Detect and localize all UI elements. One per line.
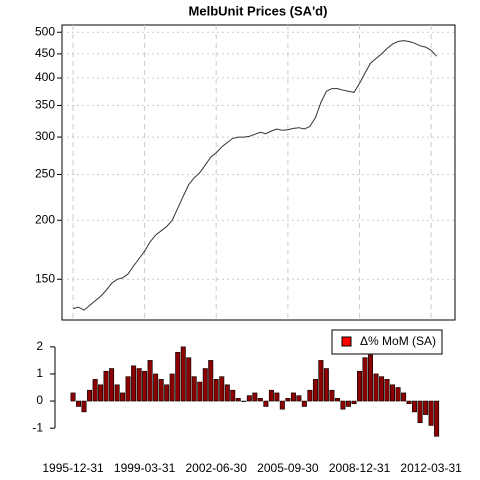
x-tick-label: 2002-06-30 (186, 461, 248, 475)
bar (208, 360, 214, 402)
chart-title: MelbUnit Prices (SA'd) (189, 3, 328, 18)
bar (263, 400, 269, 407)
y-tick-label: 450 (35, 46, 55, 60)
bar (224, 384, 230, 402)
x-tick-label: 1999-03-31 (114, 461, 176, 475)
bar (384, 379, 390, 402)
bar (345, 400, 351, 407)
bar (434, 400, 440, 437)
bar (307, 389, 313, 402)
bar (351, 400, 357, 405)
x-tick-label: 1995-12-31 (42, 461, 104, 475)
bar (362, 357, 368, 402)
bar (169, 373, 175, 402)
bar (120, 392, 126, 402)
bar (136, 368, 142, 402)
bar (219, 376, 225, 402)
bar (213, 379, 219, 402)
bar (323, 368, 329, 402)
price-line (72, 40, 437, 311)
bar (202, 368, 208, 402)
bar (197, 381, 203, 402)
bar (412, 400, 418, 413)
bar (257, 398, 263, 402)
bar (329, 389, 335, 402)
y-tick-label: 2 (36, 339, 43, 353)
bar (379, 376, 385, 402)
legend-label: Δ% MoM (SA) (360, 334, 436, 348)
bar (230, 389, 236, 402)
bar (389, 384, 395, 402)
bar (401, 392, 407, 402)
bar (76, 400, 82, 407)
bar (158, 379, 164, 402)
bar (279, 400, 285, 410)
bar (180, 346, 186, 402)
bar (417, 400, 423, 424)
bar (246, 395, 252, 402)
bar (340, 400, 346, 410)
legend-swatch (341, 336, 352, 347)
y-tick-label: 150 (35, 271, 55, 285)
y-tick-label: 300 (35, 129, 55, 143)
bar (191, 376, 197, 402)
bar (87, 389, 93, 402)
bar (241, 400, 247, 402)
bar (92, 379, 98, 402)
y-tick-label: 0 (36, 393, 43, 407)
bar (423, 400, 429, 415)
bar (109, 368, 115, 402)
y-tick-label: 250 (35, 167, 55, 181)
bar (175, 351, 181, 402)
bar (357, 370, 363, 402)
bar (406, 400, 412, 405)
y-tick-label: -1 (32, 420, 43, 434)
bar (164, 384, 170, 402)
x-tick-label: 2005-09-30 (257, 461, 319, 475)
bar (290, 392, 296, 402)
bar (114, 384, 120, 402)
bar (153, 373, 159, 402)
bar (131, 365, 137, 402)
bar (81, 400, 87, 413)
bar (274, 392, 280, 402)
x-tick-label: 2008-12-31 (329, 461, 391, 475)
bar (367, 354, 373, 402)
bar (98, 384, 104, 402)
bar (301, 400, 307, 407)
y-tick-label: 350 (35, 98, 55, 112)
bar (147, 360, 153, 402)
bar (312, 379, 318, 402)
x-tick-label: 2012-03-31 (400, 461, 462, 475)
bar (142, 370, 148, 402)
y-tick-label: 200 (35, 212, 55, 226)
bar (395, 387, 401, 402)
y-tick-label: 500 (35, 24, 55, 38)
bar (125, 376, 131, 402)
plot-frame (61, 24, 456, 321)
bar (252, 392, 258, 402)
bar (103, 370, 109, 402)
bar (186, 357, 192, 402)
bar (334, 398, 340, 402)
bar (428, 400, 434, 426)
y-tick-label: 400 (35, 70, 55, 84)
y-tick-label: 1 (36, 366, 43, 380)
bar (318, 360, 324, 402)
bar (235, 398, 241, 402)
bar (373, 373, 379, 402)
bar (70, 392, 76, 402)
bar (296, 395, 302, 402)
bar (268, 389, 274, 402)
bar (285, 398, 291, 402)
